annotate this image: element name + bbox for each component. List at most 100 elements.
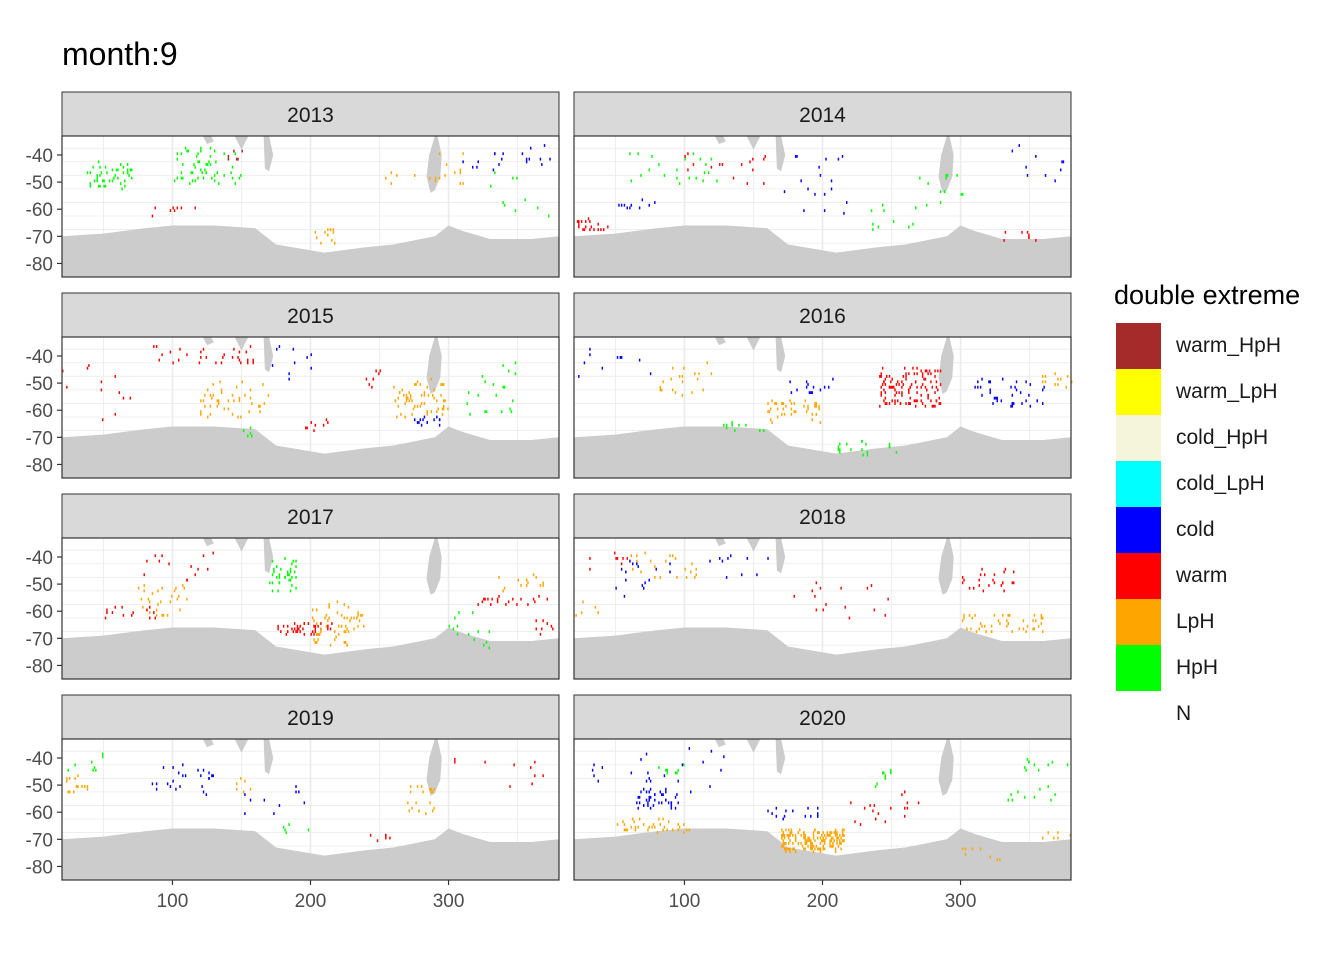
data-cell-warm (746, 182, 749, 185)
africa-tip-landmass (202, 337, 214, 346)
data-cell-warm (927, 393, 929, 397)
data-cell-LpH (349, 619, 351, 623)
data-cell-warm_HpH (241, 149, 243, 153)
data-cell-LpH (810, 847, 812, 851)
data-cell-cold (175, 787, 177, 791)
data-cell-HpH (454, 616, 456, 620)
data-cell-cold (655, 567, 657, 571)
data-cell-LpH (162, 613, 165, 617)
data-cell-cold (648, 790, 650, 794)
data-cell-warm (313, 632, 315, 636)
data-cell-cold (1036, 399, 1038, 403)
data-cell-HpH (630, 179, 633, 183)
data-cell-cold (640, 790, 642, 794)
data-cell-cold (1029, 383, 1032, 386)
legend-item-warm-hph: warm_HpH (1114, 323, 1300, 369)
data-cell-HpH (92, 768, 94, 772)
data-cell-LpH (1066, 375, 1069, 378)
data-cell-warm (908, 391, 910, 395)
data-cell-LpH (327, 233, 329, 237)
data-cell-LpH (805, 839, 808, 843)
data-cell-cold (663, 774, 666, 778)
data-cell-warm (908, 402, 910, 405)
data-cell-warm (186, 578, 188, 582)
data-cell-cold (756, 573, 758, 577)
data-cell-cold (263, 798, 266, 802)
data-cell-LpH (238, 396, 241, 400)
data-cell-warm (909, 385, 911, 389)
data-cell-LpH (223, 407, 225, 411)
data-cell-warm (277, 627, 279, 631)
y-tick-label: -60 (26, 602, 53, 623)
data-cell-LpH (517, 578, 520, 582)
data-cell-HpH (640, 174, 642, 177)
data-cell-warm (937, 369, 939, 373)
data-cell-LpH (434, 179, 437, 183)
data-cell-LpH (445, 163, 448, 166)
data-cell-warm (322, 423, 325, 427)
data-cell-warm (589, 220, 591, 223)
data-cell-LpH (634, 828, 637, 832)
data-cell-cold (741, 573, 743, 577)
data-cell-LpH (1057, 377, 1059, 381)
data-cell-warm (550, 624, 553, 628)
data-cell-HpH (184, 146, 187, 150)
data-cell-LpH (683, 823, 685, 826)
data-cell-LpH (235, 782, 238, 786)
data-cell-LpH (1047, 831, 1049, 835)
data-cell-cold (591, 768, 594, 772)
data-cell-LpH (771, 421, 773, 424)
legend-label: LpH (1176, 610, 1215, 633)
data-cell-LpH (356, 616, 358, 620)
data-cell-LpH (459, 171, 462, 175)
data-cell-LpH (788, 833, 790, 837)
data-cell-HpH (295, 576, 297, 579)
antarctica-landmass (62, 426, 559, 478)
data-cell-cold (725, 576, 728, 579)
data-cell-warm_HpH (235, 157, 238, 161)
data-cell-warm (939, 369, 942, 373)
data-cell-warm (1000, 584, 1003, 587)
data-cell-warm (202, 554, 205, 558)
data-cell-HpH (919, 176, 921, 180)
y-tick-label: -50 (26, 173, 53, 194)
data-cell-LpH (335, 635, 337, 639)
data-cell-HpH (488, 646, 491, 650)
data-cell-warm (935, 385, 938, 389)
data-cell-cold (677, 801, 679, 805)
data-cell-cold (811, 391, 813, 395)
data-cell-LpH (1006, 624, 1008, 628)
data-cell-warm (921, 402, 924, 405)
data-cell-HpH (289, 567, 292, 571)
data-cell-LpH (212, 383, 214, 386)
data-cell-warm (905, 402, 907, 405)
data-cell-cold (303, 801, 306, 805)
data-cell-HpH (702, 179, 704, 183)
data-cell-HpH (716, 179, 718, 183)
data-cell-warm (897, 399, 899, 403)
data-cell-warm (327, 624, 329, 628)
data-cell-cold (649, 795, 652, 799)
data-cell-LpH (401, 388, 404, 392)
facet-strip (573, 292, 1072, 338)
data-cell-HpH (939, 201, 942, 204)
data-cell-cold (665, 790, 667, 794)
data-cell-HpH (240, 174, 242, 177)
data-cell-LpH (793, 410, 795, 414)
data-cell-LpH (220, 388, 223, 392)
data-cell-LpH (324, 230, 326, 234)
data-cell-warm (223, 353, 225, 357)
data-cell-LpH (423, 391, 426, 395)
data-cell-HpH (745, 423, 747, 427)
data-cell-LpH (155, 608, 158, 612)
data-cell-cold (306, 356, 308, 359)
data-cell-HpH (945, 176, 947, 180)
legend-label: warm (1176, 564, 1228, 587)
data-cell-HpH (678, 182, 681, 185)
data-cell-LpH (408, 399, 410, 403)
data-cell-warm (509, 785, 511, 788)
data-cell-HpH (97, 184, 100, 188)
data-cell-LpH (1032, 627, 1034, 631)
data-cell-cold (767, 809, 769, 813)
data-cell-cold (1061, 160, 1063, 164)
